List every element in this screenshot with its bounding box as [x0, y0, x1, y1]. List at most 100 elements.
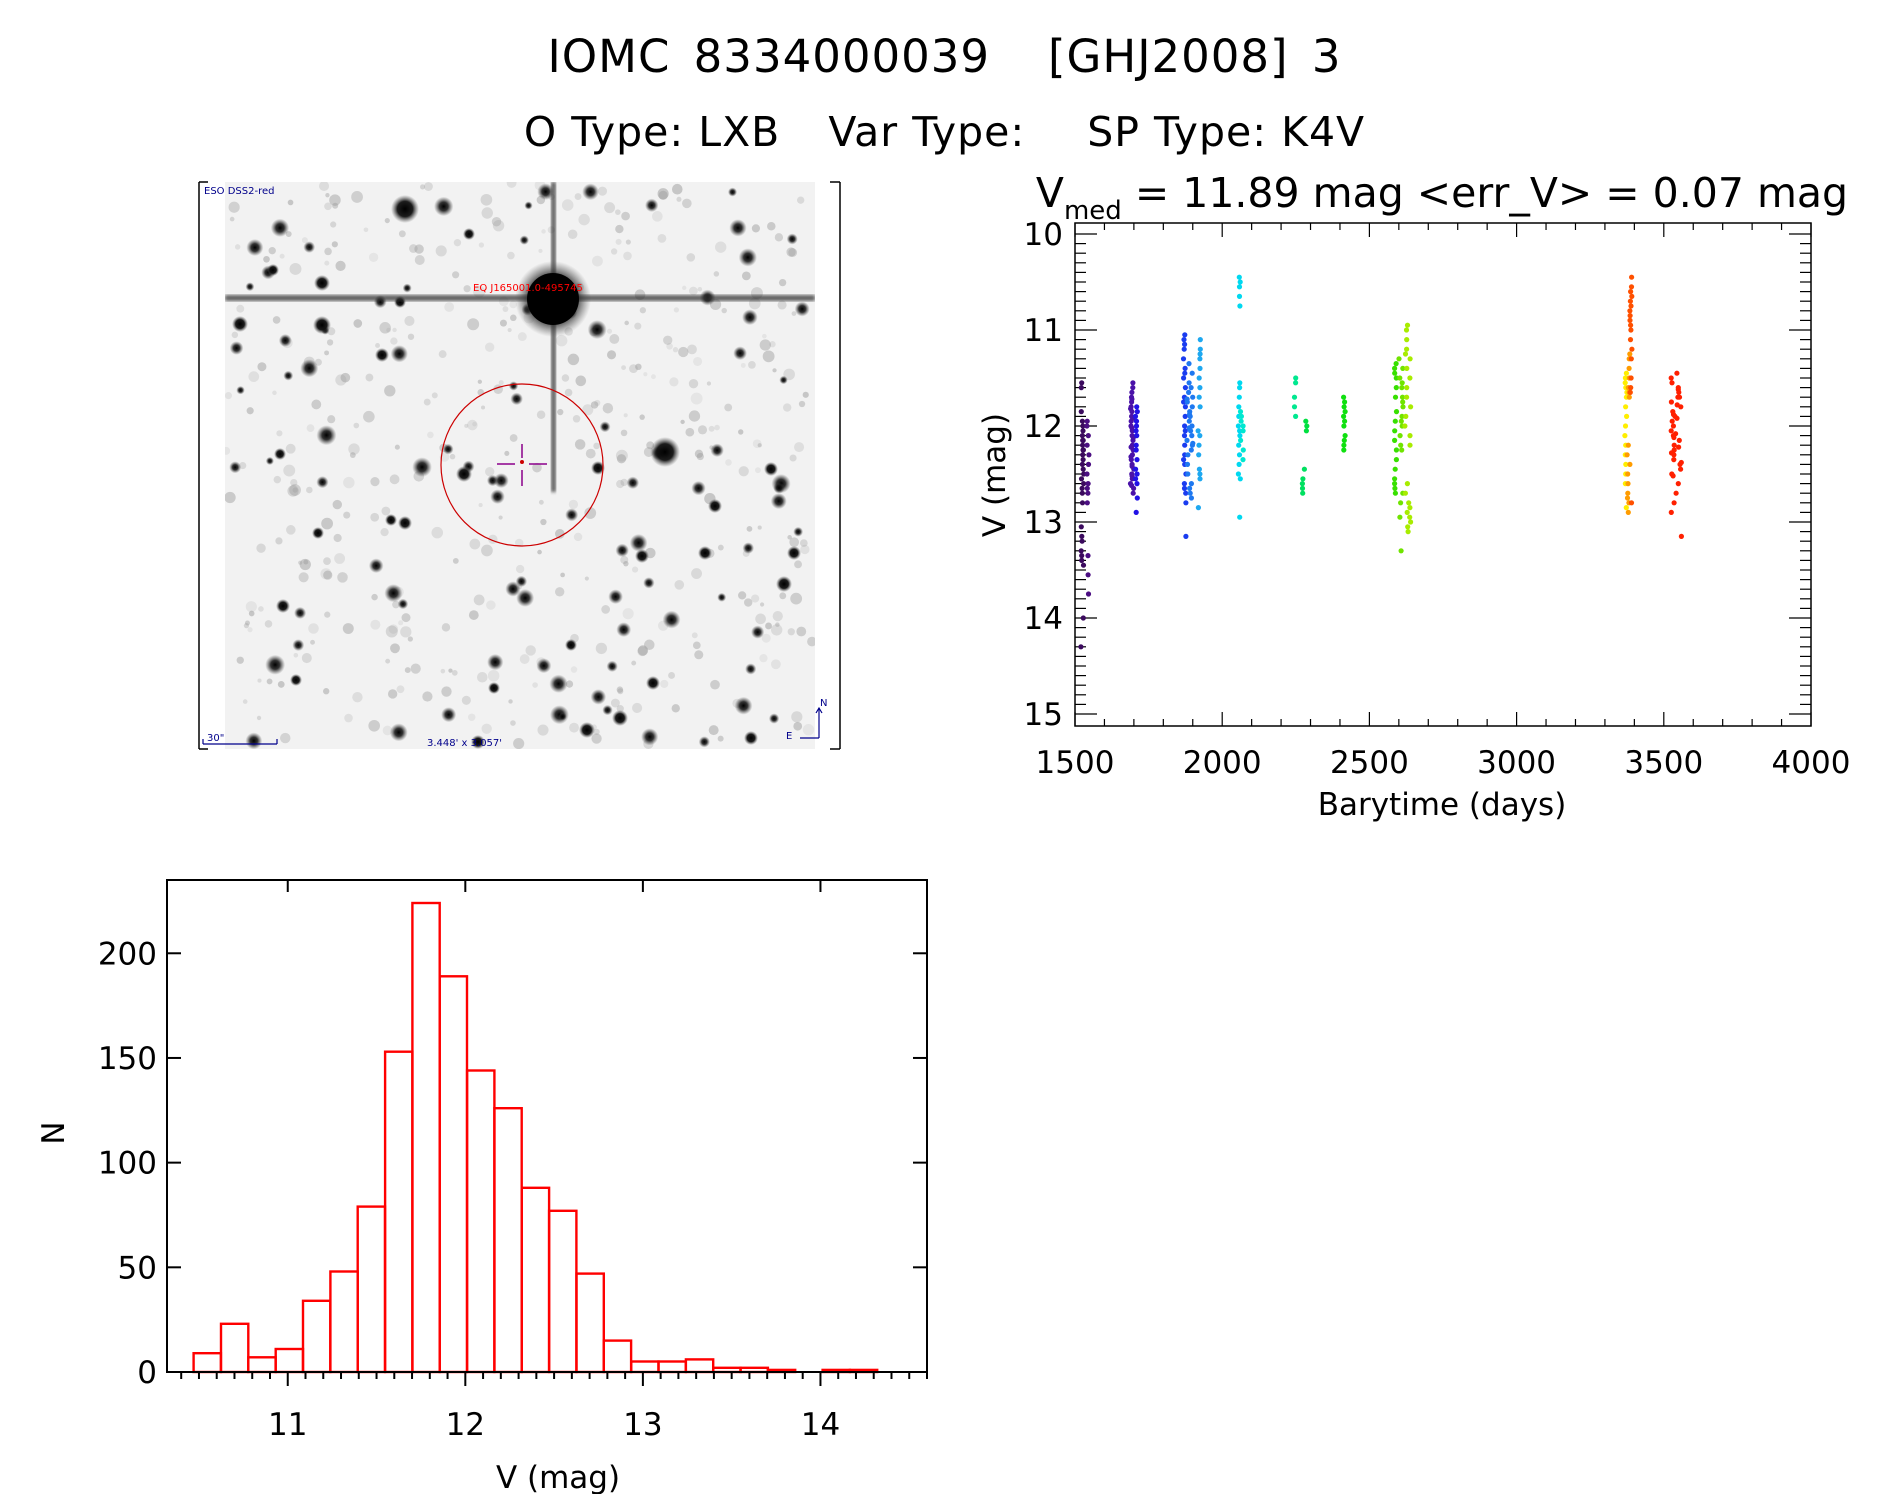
faint-star [431, 526, 444, 539]
star [316, 476, 329, 489]
star [536, 658, 552, 674]
star [738, 248, 757, 267]
faint-star [247, 627, 253, 633]
star [643, 577, 655, 589]
alt-name: [GHJ2008] 3 [1047, 30, 1342, 83]
star [549, 674, 568, 693]
faint-star [368, 252, 379, 263]
star [608, 589, 623, 605]
star [246, 239, 264, 257]
faint-star [231, 331, 239, 339]
faint-star [514, 538, 524, 548]
star [505, 581, 521, 597]
faint-star [311, 399, 322, 410]
faint-star [561, 374, 570, 382]
bright-field-star [650, 437, 680, 467]
faint-star [541, 229, 546, 234]
faint-star [616, 479, 625, 489]
faint-star [342, 623, 354, 635]
faint-star [404, 315, 415, 326]
faint-star [449, 453, 456, 460]
faint-star [564, 388, 573, 397]
faint-star [790, 592, 803, 605]
faint-star [324, 260, 330, 266]
faint-star [631, 660, 637, 666]
faint-star [272, 316, 281, 324]
faint-star [604, 202, 616, 214]
faint-star [384, 218, 390, 224]
star [490, 489, 505, 504]
faint-star [620, 555, 629, 564]
faint-star [435, 245, 447, 257]
faint-star [385, 658, 391, 664]
faint-star [555, 334, 568, 347]
faint-star [324, 247, 332, 256]
faint-star [370, 619, 381, 630]
faint-star [798, 400, 806, 408]
faint-star [504, 450, 510, 456]
faint-star [694, 449, 704, 458]
faint-star [538, 499, 544, 505]
faint-star [396, 685, 405, 694]
faint-star [375, 343, 380, 348]
faint-star [379, 322, 391, 334]
faint-star [651, 374, 656, 380]
faint-star [771, 624, 783, 636]
bright-field-star [312, 527, 324, 539]
faint-star [365, 373, 374, 382]
faint-star [708, 425, 715, 432]
star [641, 728, 659, 746]
faint-star [791, 711, 803, 723]
faint-star [478, 503, 483, 508]
star [590, 689, 607, 705]
faint-star [585, 448, 596, 459]
faint-star [794, 560, 802, 569]
faint-star [592, 255, 603, 267]
faint-star [668, 671, 676, 679]
faint-star [789, 454, 797, 462]
faint-star [696, 452, 704, 461]
bright-field-star [232, 316, 248, 332]
faint-star [325, 193, 330, 198]
survey-label: ESO DSS2-red [204, 186, 274, 197]
faint-star [616, 686, 624, 693]
sky-stars [225, 182, 815, 749]
faint-star [363, 227, 369, 233]
faint-star [473, 285, 486, 298]
faint-star [279, 253, 285, 259]
faint-star [624, 320, 629, 326]
object-id: IOMC 8334000039 [547, 30, 990, 83]
star [303, 241, 316, 253]
faint-star [398, 620, 404, 626]
faint-star [427, 431, 434, 439]
faint-star [708, 725, 719, 736]
target-label: EQ J165001.0-495745 [473, 283, 583, 294]
faint-star [538, 248, 543, 253]
faint-star [330, 221, 337, 228]
faint-star [666, 342, 673, 350]
star [283, 370, 294, 381]
faint-star [464, 423, 469, 428]
faint-star [685, 427, 695, 437]
faint-star [744, 598, 753, 607]
faint-star [762, 333, 767, 339]
faint-star [625, 239, 631, 245]
faint-star [509, 300, 518, 309]
bright-field-star [456, 466, 472, 482]
faint-star [348, 443, 360, 455]
faint-star [453, 238, 462, 247]
faint-star [451, 670, 458, 676]
compass-east: E [786, 731, 792, 742]
faint-star [485, 467, 495, 477]
bright-field-star [787, 546, 801, 560]
faint-star [517, 332, 527, 342]
faint-star [741, 271, 751, 281]
faint-star [486, 600, 496, 610]
faint-star [301, 653, 312, 664]
faint-star [779, 592, 787, 600]
star [278, 334, 292, 347]
faint-star [584, 507, 597, 519]
star [442, 443, 454, 455]
scale-bar-label: 30" [207, 733, 224, 744]
faint-star [788, 248, 798, 257]
